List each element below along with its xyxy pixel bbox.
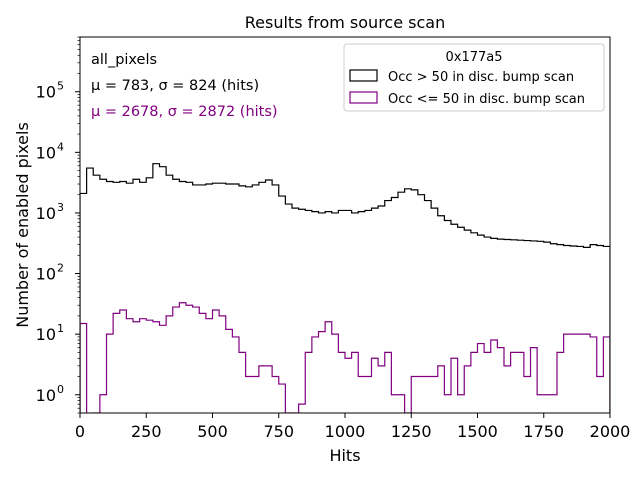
legend-label-occ-le-50: Occ <= 50 in disc. bump scan bbox=[388, 92, 585, 107]
legend-box bbox=[343, 43, 605, 112]
annotation-stats-black: μ = 783, σ = 824 (hits) bbox=[91, 78, 259, 94]
y-tick-label: 10 bbox=[36, 83, 56, 102]
y-tick-label-exponent: 2 bbox=[57, 262, 64, 275]
x-tick-label: 2000 bbox=[590, 422, 631, 441]
y-tick-label-exponent: 3 bbox=[57, 201, 64, 214]
legend: 0x177a5 Occ > 50 in disc. bump scan Occ … bbox=[343, 43, 605, 112]
x-axis: 0 250 500 750 1000 1250 1500 1750 2000 bbox=[75, 413, 630, 441]
x-tick-label: 1000 bbox=[325, 422, 366, 441]
series-layer bbox=[80, 163, 610, 413]
x-tick-label: 0 bbox=[75, 422, 85, 441]
y-tick-label-exponent: 0 bbox=[57, 383, 64, 396]
annotation-all-pixels: all_pixels bbox=[91, 52, 157, 68]
legend-title: 0x177a5 bbox=[445, 50, 502, 65]
x-tick-label: 500 bbox=[197, 422, 228, 441]
x-tick-label: 750 bbox=[263, 422, 294, 441]
x-tick-label: 1500 bbox=[457, 422, 498, 441]
chart-title: Results from source scan bbox=[245, 13, 445, 32]
x-tick-label: 1750 bbox=[523, 422, 564, 441]
y-tick-label: 10 bbox=[36, 386, 56, 405]
y-tick-label-exponent: 4 bbox=[57, 140, 64, 153]
series-occ-gt-50-line bbox=[80, 163, 610, 413]
x-axis-label: Hits bbox=[329, 446, 360, 465]
series-occ-le-50-line bbox=[80, 302, 610, 413]
y-tick-label: 10 bbox=[36, 325, 56, 344]
legend-swatch-occ-le-50 bbox=[349, 91, 378, 104]
y-tick-label-exponent: 5 bbox=[57, 80, 64, 93]
y-axis-label: Number of enabled pixels bbox=[13, 122, 32, 328]
y-tick-label: 10 bbox=[36, 204, 56, 223]
y-tick-label-exponent: 1 bbox=[57, 322, 64, 335]
y-tick-label: 10 bbox=[36, 143, 56, 162]
legend-label-occ-gt-50: Occ > 50 in disc. bump scan bbox=[388, 70, 574, 85]
legend-swatch-occ-gt-50 bbox=[349, 69, 378, 82]
x-tick-label: 250 bbox=[131, 422, 162, 441]
y-tick-label: 10 bbox=[36, 265, 56, 284]
x-tick-label: 1250 bbox=[391, 422, 432, 441]
annotation-stats-purple: μ = 2678, σ = 2872 (hits) bbox=[91, 104, 278, 120]
